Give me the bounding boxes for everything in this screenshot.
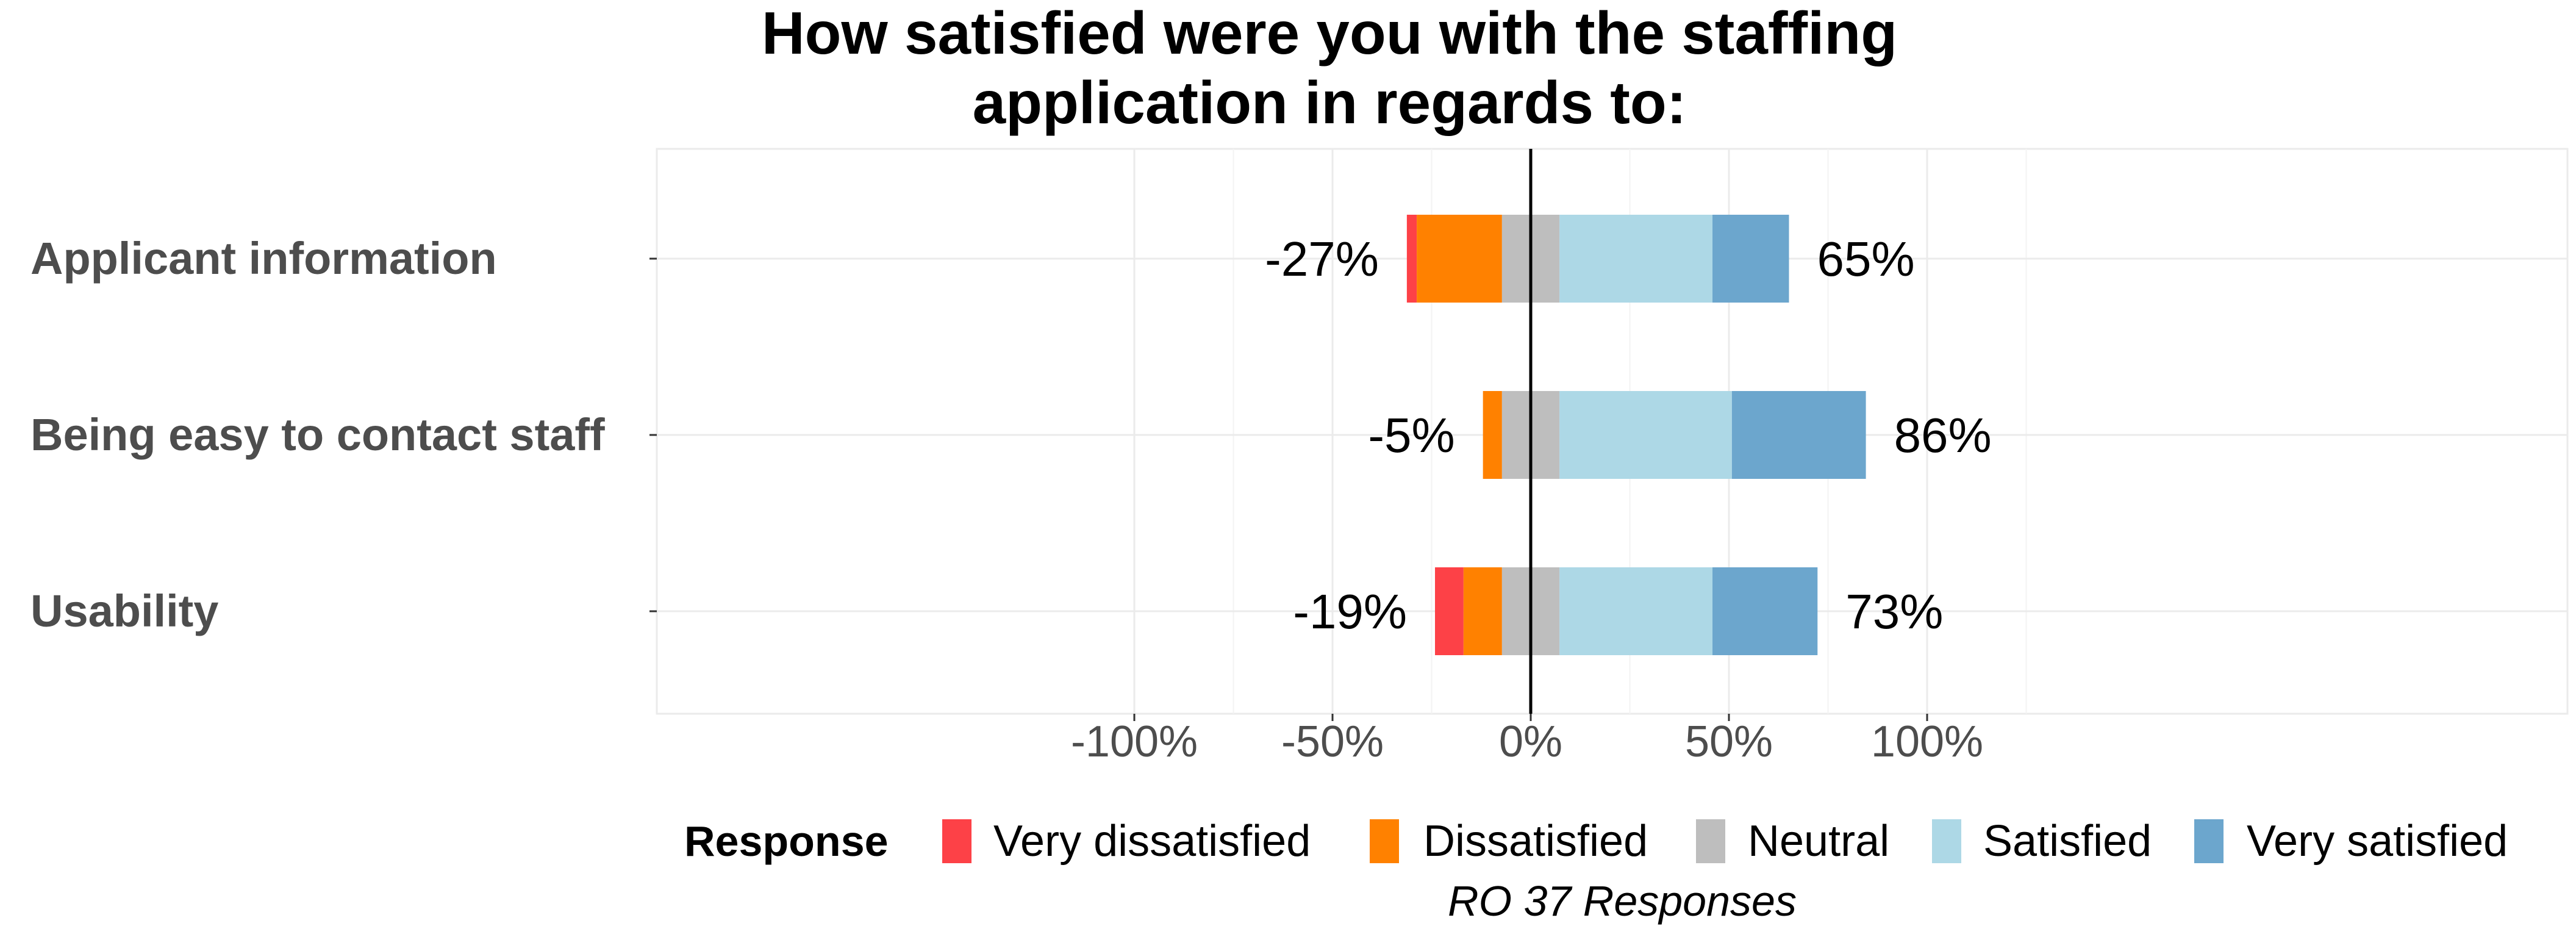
chart-title-line-1: How satisfied were you with the staffing bbox=[762, 0, 1897, 66]
legend-label-satisfied: Satisfied bbox=[1983, 817, 2152, 866]
legend-label-dissatisfied: Dissatisfied bbox=[1423, 817, 1648, 866]
right-label-applicant-information: 65% bbox=[1817, 232, 1914, 286]
category-labels: Applicant information Being easy to conta… bbox=[30, 233, 657, 636]
legend-swatch-neutral bbox=[1696, 819, 1725, 863]
data-labels: -27% 65% -5% 86% -19% 73% bbox=[1265, 232, 1992, 639]
x-tick-label-50: 50% bbox=[1685, 717, 1773, 766]
x-tick-label-100: -100% bbox=[1071, 717, 1198, 766]
x-tick-labels: -100% -50% 0% 50% 100% bbox=[1071, 714, 1983, 766]
bar-being-easy-to-contact-staff-dissatisfied bbox=[1483, 391, 1502, 479]
legend-swatch-very-dissatisfied bbox=[942, 819, 971, 863]
bar-being-easy-to-contact-staff-very-satisfied bbox=[1731, 391, 1866, 479]
bar-usability-very-dissatisfied bbox=[1435, 567, 1464, 655]
category-label-applicant-information: Applicant information bbox=[30, 233, 497, 284]
bar-usability-dissatisfied bbox=[1463, 567, 1502, 655]
legend-label-very-satisfied: Very satisfied bbox=[2247, 817, 2508, 866]
legend-swatch-dissatisfied bbox=[1370, 819, 1399, 863]
legend: Response Very dissatisfied Dissatisfied … bbox=[684, 817, 2508, 866]
right-label-usability: 73% bbox=[1845, 584, 1943, 639]
legend-label-very-dissatisfied: Very dissatisfied bbox=[993, 817, 1311, 866]
bar-applicant-information-dissatisfied bbox=[1417, 215, 1502, 303]
category-label-usability: Usability bbox=[30, 586, 218, 636]
x-tick-label-50: -50% bbox=[1281, 717, 1384, 766]
bar-usability-satisfied bbox=[1559, 567, 1713, 655]
chart-caption: RO 37 Responses bbox=[1448, 877, 1797, 925]
chart-title-line-2: application in regards to: bbox=[973, 69, 1687, 136]
bar-being-easy-to-contact-staff-satisfied bbox=[1559, 391, 1732, 479]
x-tick-label-100: 100% bbox=[1871, 717, 1983, 766]
bar-applicant-information-very-dissatisfied bbox=[1406, 215, 1417, 303]
x-tick-label-0: 0% bbox=[1499, 717, 1562, 766]
category-label-being-easy-to-contact-staff: Being easy to contact staff bbox=[30, 409, 605, 460]
legend-swatch-very-satisfied bbox=[2194, 819, 2224, 863]
bar-usability-very-satisfied bbox=[1712, 567, 1818, 655]
left-label-being-easy-to-contact-staff: -5% bbox=[1368, 408, 1454, 462]
bar-applicant-information-satisfied bbox=[1559, 215, 1713, 303]
legend-swatch-satisfied bbox=[1932, 819, 1961, 863]
chart-title: How satisfied were you with the staffing… bbox=[762, 0, 1897, 136]
legend-title: Response bbox=[684, 817, 889, 865]
bar-applicant-information-very-satisfied bbox=[1712, 215, 1789, 303]
legend-label-neutral: Neutral bbox=[1748, 817, 1889, 866]
right-label-being-easy-to-contact-staff: 86% bbox=[1894, 408, 1992, 462]
left-label-applicant-information: -27% bbox=[1265, 232, 1379, 286]
left-label-usability: -19% bbox=[1293, 584, 1407, 639]
